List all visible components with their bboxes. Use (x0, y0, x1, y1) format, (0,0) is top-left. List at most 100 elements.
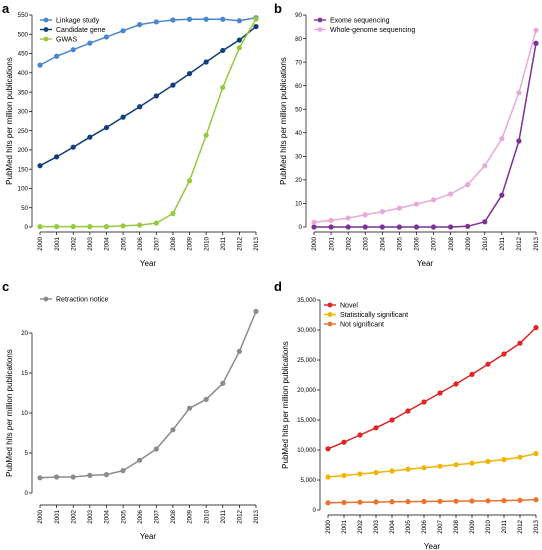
y-tick-label: 30 (295, 154, 302, 161)
data-point (453, 381, 459, 387)
x-tick-label: 2002 (70, 509, 77, 523)
data-point (170, 17, 176, 23)
y-tick-label: 15 (21, 370, 28, 377)
data-point (345, 224, 351, 230)
x-tick-label: 2000 (37, 236, 44, 250)
y-tick-label: 50 (21, 205, 28, 212)
data-point (186, 178, 193, 184)
data-point (533, 325, 539, 331)
y-tick-label: 0 (25, 224, 29, 231)
legend: Novel Statistically significant Not signif… (324, 302, 408, 328)
data-point (341, 439, 347, 445)
legend-swatch-marker (43, 296, 49, 302)
series-line-3 (40, 18, 257, 228)
data-point (137, 457, 143, 463)
x-tick-label: 2012 (516, 236, 523, 250)
data-point (311, 219, 317, 225)
data-point (485, 458, 491, 464)
data-point (54, 224, 60, 230)
x-tick-label: 2001 (54, 236, 61, 250)
data-point (37, 224, 43, 230)
y-axis-title: PubMed hits per million publications (279, 57, 288, 185)
data-point (501, 498, 507, 504)
x-tick-label: 2011 (499, 236, 506, 250)
series-line-3 (327, 498, 537, 504)
x-axis-title: Year (140, 259, 157, 268)
x-tick-label: 2007 (154, 509, 161, 523)
data-point (437, 390, 443, 396)
data-point (220, 380, 226, 386)
data-point (389, 468, 395, 474)
data-point (482, 163, 488, 169)
legend-label: Statistically significant (340, 312, 408, 319)
data-point (103, 124, 110, 131)
x-axis-title: Year (417, 259, 434, 268)
data-point (236, 348, 242, 354)
data-point (186, 405, 193, 411)
data-point (413, 224, 420, 230)
series-line-2 (39, 25, 257, 167)
y-tick-label: 550 (18, 12, 29, 19)
data-point (469, 498, 475, 504)
data-point (220, 84, 226, 91)
data-point (328, 224, 334, 230)
y-tick-label: 20 (21, 330, 28, 337)
y-tick-label: 30,000 (297, 327, 316, 334)
data-point (87, 40, 93, 46)
legend-swatch-marker (317, 17, 323, 23)
data-point (103, 34, 110, 40)
data-point (437, 463, 443, 469)
series-line-1 (327, 327, 537, 450)
legend-label: Candidate gene (56, 27, 106, 34)
legend-label: GWAS (56, 36, 77, 43)
y-tick-label: 10 (295, 201, 302, 208)
data-point (379, 209, 385, 215)
data-point (373, 425, 379, 431)
legend-label: Linkage study (56, 17, 100, 24)
data-point (421, 498, 427, 505)
x-tick-label: 2006 (414, 236, 421, 250)
data-point (373, 499, 379, 505)
data-point (203, 16, 209, 22)
data-point (533, 497, 539, 503)
data-point (421, 465, 427, 471)
x-tick-label: 2007 (431, 236, 438, 250)
data-point (485, 498, 491, 504)
legend-label: Exome sequencing (330, 17, 390, 24)
x-tick-label: 2003 (362, 236, 369, 250)
y-tick-label: 60 (295, 83, 302, 90)
y-tick-label: 350 (18, 89, 29, 96)
data-point (465, 182, 471, 188)
x-tick-label: 2004 (380, 236, 387, 250)
y-tick-label: 0 (299, 224, 303, 231)
data-point (87, 134, 93, 140)
y-tick-label: 500 (18, 31, 29, 38)
x-tick-label: 2005 (120, 509, 127, 523)
x-tick-label: 2010 (203, 236, 210, 250)
data-point (499, 192, 505, 198)
data-point (186, 70, 193, 77)
data-point (413, 201, 420, 207)
y-tick-label: 35,000 (297, 297, 316, 304)
data-point (396, 224, 402, 230)
data-point (220, 16, 226, 22)
data-point (120, 223, 126, 229)
y-tick-label: 100 (18, 186, 29, 193)
y-tick-label: 250 (18, 128, 29, 135)
y-tick-label: 40 (295, 130, 302, 137)
data-point (203, 396, 209, 402)
data-point (448, 191, 454, 197)
data-point (373, 469, 379, 476)
data-point (70, 144, 76, 150)
x-tick-label: 2003 (87, 236, 94, 250)
data-point (533, 451, 539, 457)
data-point (120, 468, 126, 474)
data-point (153, 19, 159, 25)
data-point (430, 197, 437, 203)
x-tick-label: 2011 (220, 509, 227, 523)
data-point (453, 498, 459, 504)
x-tick-label: 2004 (389, 519, 396, 533)
y-tick-label: 300 (18, 109, 29, 116)
data-point (469, 371, 475, 377)
x-tick-label: 2002 (345, 236, 352, 250)
